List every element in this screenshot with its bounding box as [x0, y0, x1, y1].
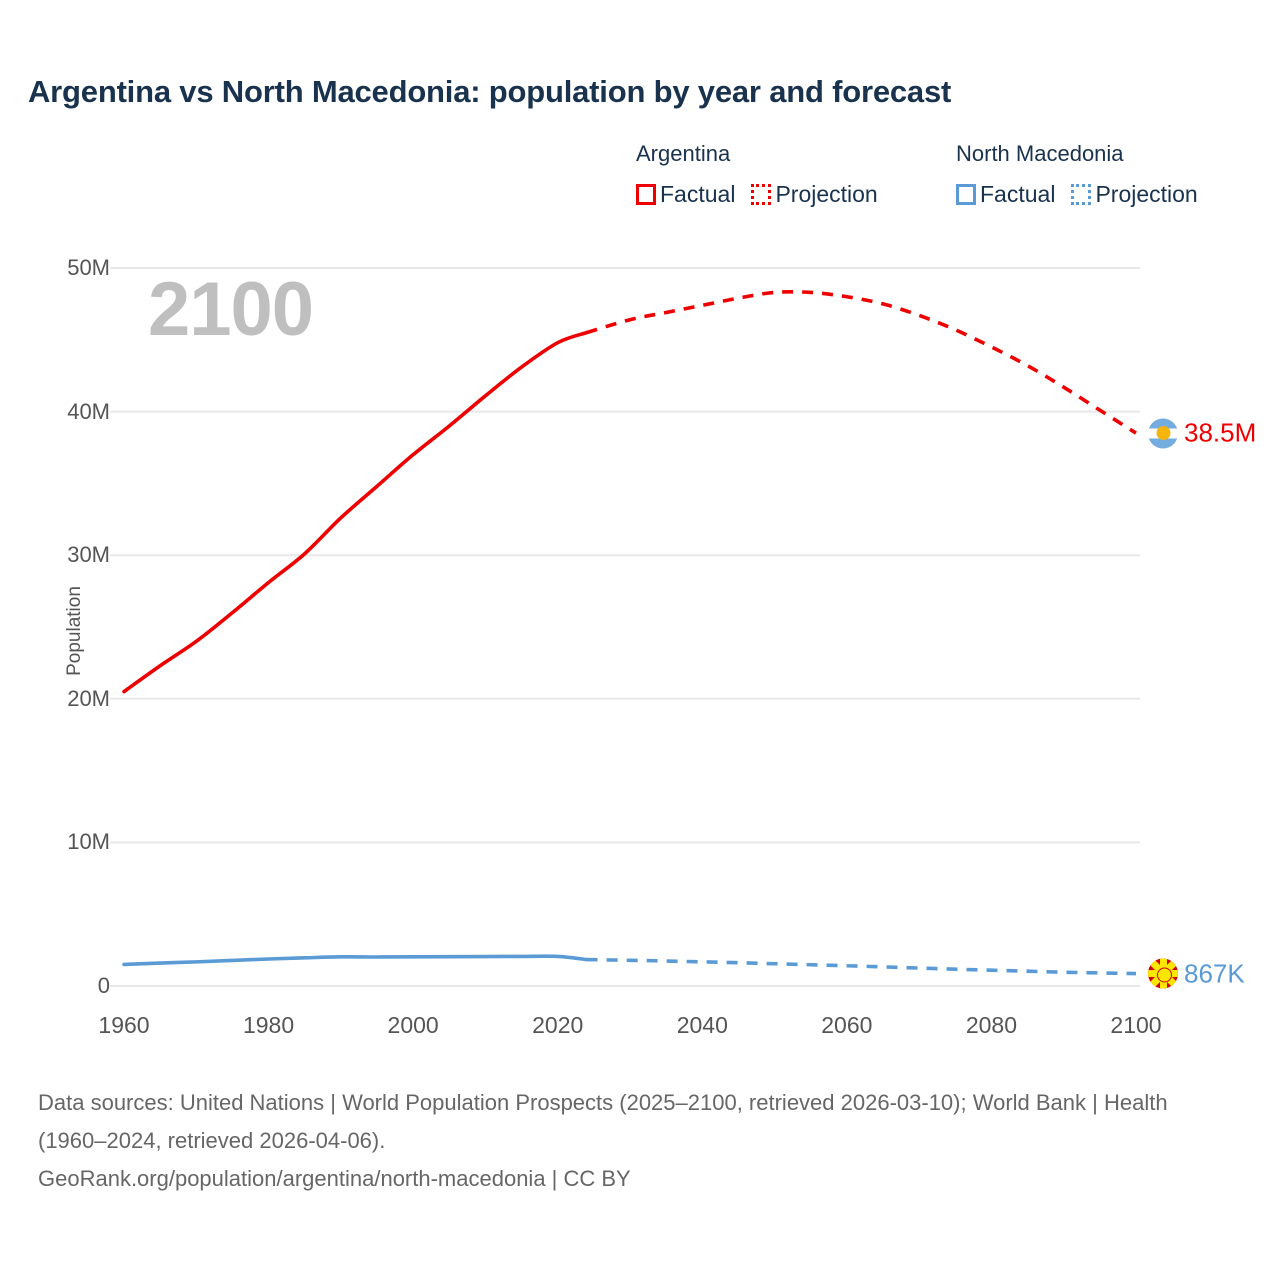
argentina-flag-icon	[1148, 418, 1178, 449]
legend-label-north-macedonia-projection: Projection	[1095, 181, 1198, 207]
year-watermark: 2100	[148, 267, 314, 352]
y-axis-tick-label: 40M	[67, 398, 110, 424]
north-macedonia-endpoint: 867K	[1148, 958, 1245, 989]
endpoint-value-label: 867K	[1184, 958, 1245, 989]
legend-country-argentina: Argentina	[636, 141, 731, 166]
endpoint-value-label: 38.5M	[1184, 417, 1257, 448]
x-axis-tick-label: 1960	[98, 1012, 150, 1038]
legend-label-argentina-factual: Factual	[660, 181, 736, 207]
x-axis-tick-label: 2060	[821, 1012, 873, 1038]
legend-swatch-solid-icon	[636, 184, 656, 205]
legend-group-north-macedonia: North Macedonia Factual Projection	[956, 140, 1198, 208]
chart-footer: Data sources: United Nations | World Pop…	[38, 1084, 1238, 1198]
y-axis-tick-label: 30M	[67, 542, 110, 568]
north-macedonia-flag-icon	[1148, 958, 1178, 989]
legend-item-north-macedonia-projection[interactable]: Projection	[1071, 181, 1198, 208]
legend-group-argentina: Argentina Factual Projection	[636, 140, 878, 208]
footer-attribution: GeoRank.org/population/argentina/north-m…	[38, 1166, 631, 1191]
footer-data-sources: Data sources: United Nations | World Pop…	[38, 1090, 1168, 1153]
argentina-endpoint: 38.5M	[1148, 418, 1256, 449]
y-axis-tick-label: 50M	[67, 255, 110, 280]
x-axis-tick-label: 2080	[965, 1012, 1018, 1038]
legend-swatch-solid-icon	[956, 184, 976, 205]
legend-label-north-macedonia-factual: Factual	[980, 181, 1056, 207]
x-axis-tick-label: 2020	[532, 1012, 584, 1038]
legend-swatch-dotted-icon	[751, 184, 772, 205]
y-axis-tick-label: 20M	[67, 685, 110, 711]
legend-label-argentina-projection: Projection	[775, 181, 878, 207]
y-axis-ticks: 0 10M 20M 30M 40M 50M	[0, 0, 110, 1280]
page-title: Argentina vs North Macedonia: population…	[28, 74, 952, 109]
x-axis-tick-label: 2100	[1110, 1012, 1162, 1038]
x-axis-tick-label: 1980	[242, 1012, 295, 1038]
legend-country-north-macedonia: North Macedonia	[956, 141, 1124, 166]
legend-item-argentina-factual[interactable]: Factual	[636, 181, 735, 208]
x-axis-tick-label: 2000	[387, 1012, 439, 1038]
legend-item-argentina-projection[interactable]: Projection	[751, 181, 878, 208]
y-axis-tick-label: 0	[97, 973, 110, 998]
x-axis-tick-label: 2040	[676, 1012, 728, 1038]
y-axis-tick-label: 10M	[67, 829, 110, 855]
chart-legend: Argentina Factual Projection North Maced…	[636, 140, 1256, 220]
legend-item-north-macedonia-factual[interactable]: Factual	[956, 181, 1055, 208]
legend-swatch-dotted-icon	[1071, 184, 1092, 205]
